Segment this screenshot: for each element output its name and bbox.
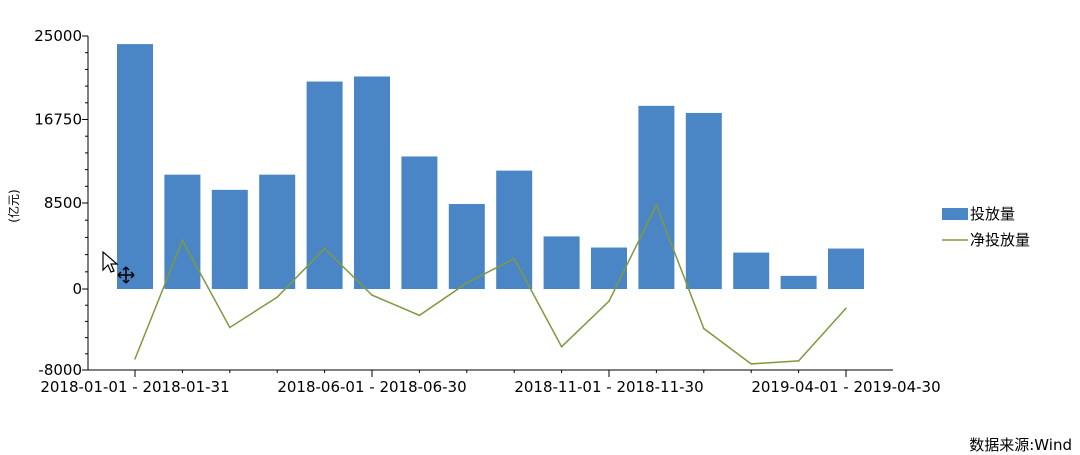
bar [685,112,722,290]
bar [780,275,817,290]
line-point [229,326,231,329]
bar [733,252,770,290]
line-point [323,247,326,250]
legend-swatch-bar [942,208,968,220]
bar [543,236,580,290]
line-point [608,300,610,302]
line-point [703,327,705,330]
y-axis-label: (亿元) [6,189,21,222]
line-point [560,345,563,348]
line-point [513,257,515,260]
move-cursor-icon [102,250,135,284]
line-point [466,282,468,284]
bar [591,247,627,290]
data-source: 数据来源:Wind [969,436,1072,454]
line-point [181,239,184,242]
line-point [845,307,847,310]
bar [306,81,343,290]
line-point [750,363,752,365]
legend-label-line: 净投放量 [970,231,1030,249]
x-tick-label: 2018-06-01 - 2018-06-30 [277,378,466,396]
line-point [371,294,373,296]
bar [354,76,390,290]
y-tick-label: -8000 [38,361,82,379]
y-tick-label: 8500 [44,194,82,212]
bar [828,248,864,290]
line-point [134,358,136,360]
line-point [797,360,800,362]
bar [259,174,296,290]
bar [211,189,248,290]
line-point [418,314,421,317]
x-tick-label: 2018-01-01 - 2018-01-31 [40,378,229,396]
line-point [655,204,658,206]
x-tick-label: 2019-04-01 - 2019-04-30 [751,378,940,396]
y-tick-label: 25000 [34,27,82,45]
bar [401,156,438,290]
line-point [276,296,279,298]
net-line [134,203,847,365]
bar [496,170,533,290]
y-tick-label: 0 [72,280,82,298]
bar [638,105,675,290]
legend-label-bar: 投放量 [970,205,1015,223]
bar [448,204,485,290]
y-tick-label: 16750 [34,111,82,129]
bar [117,44,153,290]
x-tick-label: 2018-11-01 - 2018-11-30 [514,378,703,396]
